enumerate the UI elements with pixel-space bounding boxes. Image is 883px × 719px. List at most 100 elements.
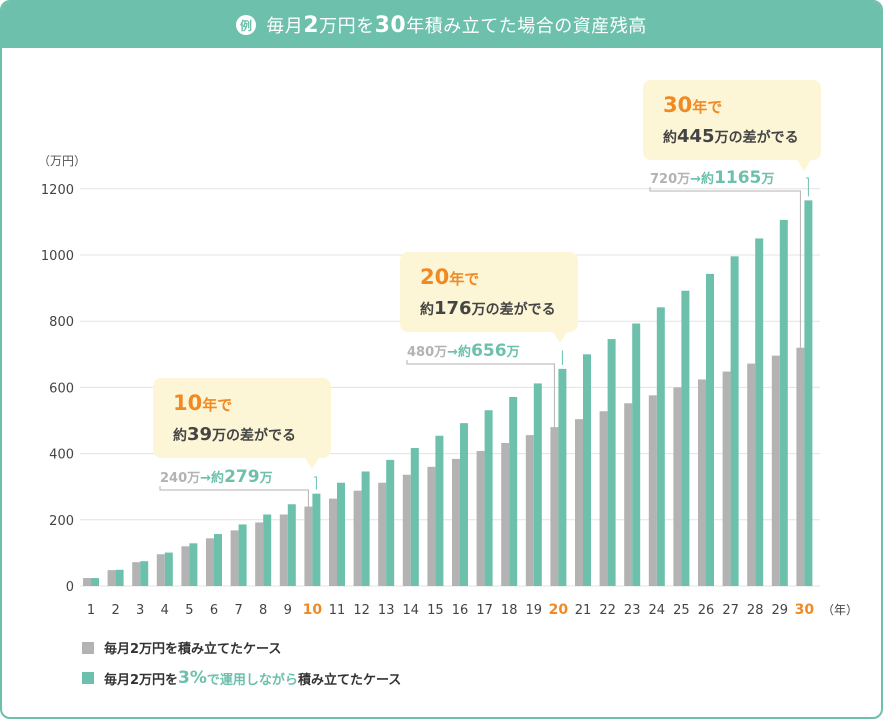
x-tick-label: 17 bbox=[476, 603, 493, 618]
gray-bracket-line bbox=[649, 187, 801, 348]
bar-saving bbox=[156, 554, 165, 586]
legend-label-invest-post: 積み立てたケース bbox=[297, 672, 402, 688]
bar-invest bbox=[706, 273, 714, 586]
bar-invest bbox=[91, 578, 99, 586]
comparison-label-part: 万 bbox=[506, 345, 520, 360]
title-part-5: 年積み立てた場合の資産残高 bbox=[406, 16, 647, 37]
bar-saving bbox=[402, 474, 411, 586]
bar-invest bbox=[755, 238, 764, 586]
callout-box bbox=[400, 252, 578, 332]
callout-difference-part: 39 bbox=[187, 424, 212, 445]
bar-saving bbox=[501, 443, 510, 586]
x-tick-label: 26 bbox=[698, 603, 715, 618]
example-badge: 例 bbox=[236, 15, 257, 35]
bar-saving bbox=[673, 387, 682, 586]
bar-saving bbox=[599, 411, 608, 586]
callout-title-unit: 年で bbox=[692, 98, 722, 116]
bar-invest bbox=[558, 368, 567, 586]
title-part-2: 2 bbox=[303, 12, 320, 38]
bar-invest bbox=[386, 459, 395, 586]
callout-tail bbox=[305, 458, 319, 469]
y-tick-label: 800 bbox=[49, 315, 74, 330]
x-tick-label: 4 bbox=[161, 603, 169, 618]
comparison-label: 720万→約1165万 bbox=[650, 168, 774, 188]
bar-invest bbox=[164, 552, 173, 586]
legend-label-invest-pct: 3% bbox=[178, 668, 207, 688]
callout-title-num: 10 bbox=[173, 391, 202, 415]
y-tick-label: 200 bbox=[49, 514, 74, 529]
bar-invest bbox=[189, 543, 198, 586]
x-tick-label: 19 bbox=[526, 603, 543, 618]
callout-difference-part: 万の差がでる bbox=[211, 427, 296, 444]
y-tick-label: 600 bbox=[49, 381, 74, 396]
x-tick-label: 3 bbox=[136, 603, 144, 618]
y-tick-label: 0 bbox=[66, 580, 74, 595]
bar-saving bbox=[206, 538, 214, 586]
x-tick-label: 6 bbox=[210, 603, 218, 618]
bar-invest bbox=[681, 290, 690, 586]
bar-invest bbox=[263, 514, 272, 586]
title-part-3: 万円を bbox=[319, 16, 375, 37]
x-tick-label: 8 bbox=[259, 603, 267, 618]
bar-invest bbox=[312, 493, 321, 586]
bar-invest bbox=[337, 482, 345, 586]
bar-saving bbox=[107, 570, 116, 586]
x-tick-label: 16 bbox=[452, 603, 469, 618]
x-tick-label: 2 bbox=[111, 603, 119, 618]
callout-box bbox=[643, 80, 821, 160]
chart-title: 例 毎月 2 万円を 30 年積み立てた場合の資産残高 bbox=[2, 2, 881, 48]
bar-saving bbox=[796, 347, 805, 586]
x-tick-label: 25 bbox=[673, 603, 690, 618]
x-tick-label: 9 bbox=[284, 603, 292, 618]
chart-header: 例 毎月 2 万円を 30 年積み立てた場合の資産残高 bbox=[2, 2, 881, 48]
comparison-label: 240万→約279万 bbox=[160, 467, 273, 487]
bar-saving bbox=[279, 514, 288, 586]
x-tick-label: 5 bbox=[185, 603, 193, 618]
x-tick-label: 7 bbox=[234, 603, 242, 618]
callout-title-unit: 年で bbox=[449, 270, 479, 288]
callout-title-unit: 年で bbox=[202, 396, 232, 414]
green-bracket-line bbox=[314, 476, 317, 490]
bar-invest bbox=[140, 561, 149, 586]
callout-difference-part: 176 bbox=[434, 298, 472, 319]
bar-saving bbox=[230, 530, 239, 586]
bar-invest bbox=[607, 339, 616, 586]
callout-difference-part: 445 bbox=[677, 126, 715, 147]
x-tick-label: 18 bbox=[501, 603, 518, 618]
comparison-label-part: 279 bbox=[224, 467, 260, 487]
bar-saving bbox=[525, 435, 534, 586]
legend-item-saving: 毎月2万円を積み立てたケース bbox=[82, 638, 281, 657]
x-tick-label: 21 bbox=[575, 603, 592, 618]
x-tick-label: 12 bbox=[353, 603, 370, 618]
bar-invest bbox=[533, 383, 542, 586]
bar-invest bbox=[632, 323, 641, 586]
x-tick-label: 30 bbox=[795, 602, 815, 618]
callout-tail bbox=[797, 160, 811, 171]
x-tick-label: 15 bbox=[427, 603, 444, 618]
bar-invest bbox=[484, 410, 493, 586]
legend-label-invest-pre: 毎月2万円を bbox=[104, 672, 179, 688]
legend-label-invest-mid: で運用しながら bbox=[206, 672, 298, 688]
bar-saving bbox=[476, 450, 485, 586]
bar-invest bbox=[656, 307, 665, 586]
x-tick-label: 29 bbox=[772, 603, 789, 618]
bar-saving bbox=[83, 578, 91, 586]
legend-label-saving: 毎月2万円を積み立てたケース bbox=[104, 642, 282, 657]
bar-saving bbox=[329, 498, 337, 586]
callout-difference-part: 万の差がでる bbox=[471, 301, 556, 318]
bar-invest bbox=[779, 219, 788, 586]
comparison-label-part: → bbox=[690, 172, 701, 187]
bar-saving bbox=[132, 562, 141, 586]
bar-saving bbox=[452, 458, 460, 586]
comparison-label-part: 1165 bbox=[714, 168, 761, 188]
comparison-label-part: 約 bbox=[211, 470, 224, 486]
bar-saving bbox=[181, 546, 190, 586]
callout-title: 20年で bbox=[420, 265, 479, 289]
x-tick-label: 24 bbox=[649, 603, 666, 618]
comparison-label: 480万→約656万 bbox=[407, 341, 520, 361]
callout-title-num: 20 bbox=[420, 265, 449, 289]
bar-saving bbox=[353, 490, 362, 586]
callout-difference-part: 約 bbox=[663, 129, 677, 146]
comparison-label-part: 656 bbox=[471, 341, 507, 361]
